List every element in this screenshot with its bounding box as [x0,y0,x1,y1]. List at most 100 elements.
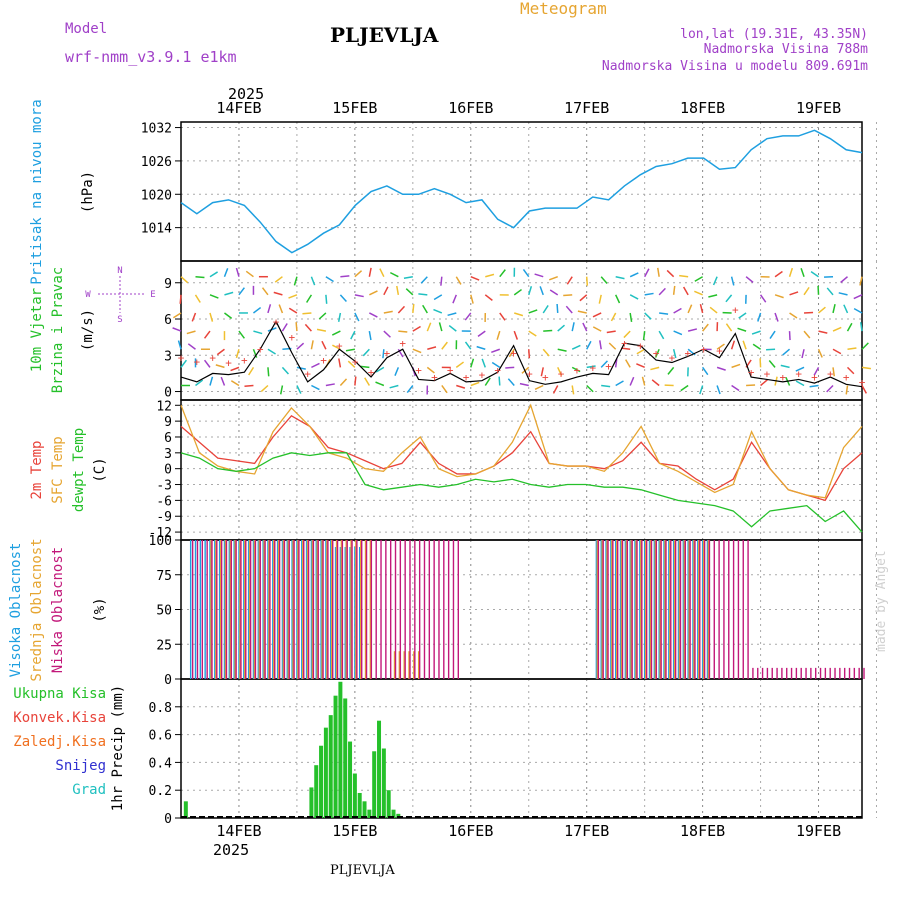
precip-bar [333,695,338,818]
top-year: 2025 [228,85,264,103]
wind-arrow [180,276,189,284]
wind-arrow [699,385,704,395]
wind-gust-point: + [669,352,676,365]
wind-arrow [267,348,276,355]
wind-arrow [571,322,575,332]
wind-arrow [658,330,665,340]
precip-legend-2: Zaledj.Kisa [13,734,106,750]
wind-arrow [481,358,486,368]
precip-bar [348,741,353,818]
wind-arrow [636,348,646,355]
wind-arrow [838,292,848,296]
compass-n: N [117,266,122,276]
wind-arrow [563,294,573,297]
wind-speed-line [180,320,863,388]
wind-arrow [716,343,725,350]
bottom-day-label-4: 18FEB [680,822,725,840]
wind-arrow [491,361,501,368]
wind-arrow [470,276,480,281]
wind-arrow [853,294,863,300]
wind-arrow [224,291,234,296]
wind-arrow [238,287,245,296]
wind-gust-point: + [352,355,359,368]
precip-bar [183,801,188,818]
pressure-unit: (hPa) [80,171,96,213]
wind-gust-point: + [653,347,660,360]
wind-arrow [650,366,660,371]
wind-arrow [687,304,693,314]
wind-arrow [448,324,457,332]
cloud-ytick-label-0: 0 [164,673,172,688]
wind-arrow [470,358,475,368]
wind-arrow [441,341,448,350]
wind-arrow [846,322,853,332]
footer-station: PLJEVLJA [330,863,395,878]
wind-arrow [389,384,399,389]
wind-arrow [191,312,197,322]
wind-gust-point: + [700,343,707,356]
wind-arrow [215,364,225,369]
wind-arrow [803,286,810,296]
temp-line-0 [180,415,863,502]
wind-arrow [360,365,370,369]
wind-arrow [651,379,660,387]
wind-arrow [331,330,341,336]
pressure-ytick-label-3: 1032 [141,122,172,137]
wind-arrow [731,363,741,369]
wind-arrow [456,384,466,389]
wind-arrow [438,322,443,332]
wind-gust-point: + [542,371,549,384]
wind-arrow [216,348,225,356]
wind-arrow [598,294,602,304]
station-title: PLJEVLJA [330,23,439,47]
wind-arrow [745,276,754,283]
wind-gust-point: + [225,357,232,370]
wind-arrow [295,322,298,332]
precip-bar [377,720,382,818]
wind-arrow [394,367,400,376]
wind-arrow [801,349,805,359]
wind-arrow [817,348,823,358]
temperature-ytick-label-6: 6 [164,431,172,446]
wind-gust-point: + [748,366,755,379]
wind-arrow [337,312,342,322]
wind-arrow [657,267,660,277]
wind-arrow [699,304,704,314]
cloud-ytick-label-1: 25 [156,638,172,653]
precip-bar [367,809,372,818]
temp-line-1 [180,403,863,499]
wind-gust-point: + [574,364,581,377]
wind-arrow [382,349,385,359]
wind-gust-point: + [605,360,612,373]
wind-arrow [379,268,385,278]
wind-arrow [610,312,617,322]
wind-gust-point: + [510,347,517,360]
wind-gust-point: + [384,347,391,360]
wind-gust-point: + [399,337,406,350]
precip-bar [362,801,367,818]
wind-arrow [757,312,762,322]
precip-bar [328,715,333,818]
wind-arrow [642,331,646,341]
wind-arrow [464,312,472,321]
wind-arrow [499,269,506,278]
wind-arrow [800,267,805,277]
precip-bar [391,809,396,818]
wind-arrow [477,330,486,338]
wind-gust-point: + [716,344,723,357]
wind-arrow [659,312,669,315]
wind-arrow [769,330,776,339]
wind-arrow [540,367,544,377]
wind-arrow [238,330,245,339]
wind-ylabel-1: 10m Vjetar [29,288,45,372]
wind-arrow [288,294,298,299]
wind-arrow [260,384,269,393]
wind-arrow [716,366,726,371]
wind-gust-point: + [558,367,565,380]
wind-arrow [832,304,836,314]
wind-arrow [810,271,819,278]
wind-arrow [230,366,240,372]
wind-arrow [534,384,544,390]
wind-arrow [629,294,639,300]
